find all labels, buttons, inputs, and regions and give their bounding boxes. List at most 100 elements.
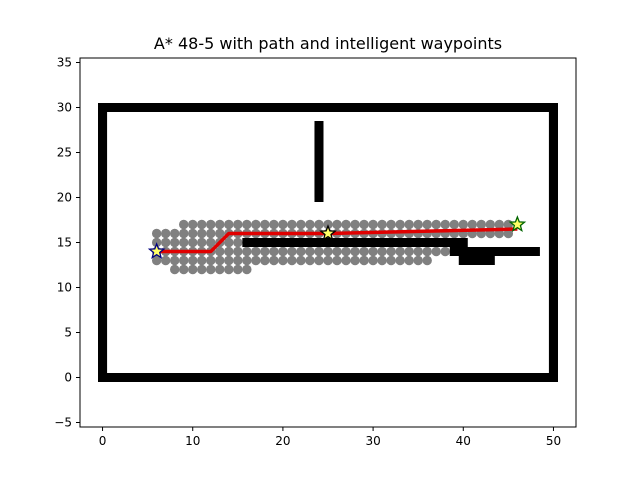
explored-node <box>160 237 171 248</box>
obstacle-cell <box>179 373 189 382</box>
obstacle-cell <box>512 373 522 382</box>
obstacle-cell <box>264 103 274 112</box>
explored-node <box>341 255 351 266</box>
explored-node <box>169 255 180 266</box>
explored-node <box>188 228 198 239</box>
obstacle-cell <box>481 373 491 382</box>
y-tick-label: 5 <box>64 326 72 340</box>
explored-node <box>151 255 162 266</box>
obstacle-cell <box>526 103 536 112</box>
explored-node <box>368 246 378 257</box>
x-tick-label: 20 <box>275 434 290 448</box>
obstacle-cell <box>255 103 265 112</box>
obstacle-cell <box>242 103 252 112</box>
obstacle-cell <box>156 373 166 382</box>
obstacle-cell <box>269 103 279 112</box>
explored-node <box>215 255 225 266</box>
obstacle-cell <box>278 238 288 247</box>
obstacle-cell <box>382 103 392 112</box>
obstacle-cell <box>539 373 549 382</box>
obstacle-cell <box>269 373 279 382</box>
obstacle-cell <box>472 103 482 112</box>
obstacle-cell <box>215 373 225 382</box>
obstacle-cell <box>291 373 301 382</box>
explored-node <box>169 228 180 239</box>
obstacle-cell <box>535 373 545 382</box>
explored-node <box>260 246 270 257</box>
plot-area <box>98 103 558 382</box>
explored-node <box>296 219 306 230</box>
explored-node <box>323 255 333 266</box>
explored-node <box>386 255 396 266</box>
path-line <box>156 227 518 254</box>
explored-node <box>242 255 252 266</box>
obstacle-cell <box>309 238 319 247</box>
obstacle-cell <box>494 373 504 382</box>
obstacle-cell <box>427 103 437 112</box>
obstacle-cell <box>197 103 207 112</box>
obstacle-cell <box>427 238 437 247</box>
explored-node <box>269 219 279 230</box>
obstacle-cell <box>341 238 351 247</box>
obstacle-cell <box>494 103 504 112</box>
obstacle-cell <box>445 103 455 112</box>
obstacle-cell <box>391 103 401 112</box>
obstacle-cell <box>454 247 464 256</box>
obstacle-cell <box>467 373 477 382</box>
obstacle-cell <box>355 103 365 112</box>
obstacle-cell <box>246 373 256 382</box>
explored-node <box>359 219 369 230</box>
obstacle-cell <box>219 103 229 112</box>
obstacle-cell <box>445 238 455 247</box>
y-tick-label: 30 <box>57 101 72 115</box>
obstacle-cell <box>535 103 545 112</box>
chart-title: A* 48-5 with path and intelligent waypoi… <box>154 34 502 53</box>
obstacle-cell <box>346 103 356 112</box>
explored-node <box>305 219 315 230</box>
explored-node <box>332 219 342 230</box>
obstacle-cell <box>386 373 396 382</box>
obstacle-cell <box>508 373 518 382</box>
obstacle-cell <box>309 103 319 112</box>
x-tick-label: 10 <box>185 434 200 448</box>
obstacle-cell <box>431 238 441 247</box>
explored-node <box>440 246 450 257</box>
obstacle-cell <box>188 373 198 382</box>
obstacle-cell <box>125 103 135 112</box>
obstacle-cell <box>454 103 464 112</box>
obstacle-cell <box>287 373 297 382</box>
obstacle-cell <box>120 373 130 382</box>
obstacle-cell <box>346 238 356 247</box>
explored-node <box>215 228 225 239</box>
obstacle-cell <box>508 103 518 112</box>
obstacle-cell <box>476 373 486 382</box>
obstacle-cell <box>138 103 148 112</box>
obstacle-cell <box>436 373 446 382</box>
obstacle-cell <box>517 103 527 112</box>
obstacle-cell <box>377 238 387 247</box>
obstacle-cell <box>161 103 171 112</box>
obstacle-cell <box>382 373 392 382</box>
explored-node <box>251 219 261 230</box>
explored-node <box>377 219 387 230</box>
obstacle-cell <box>368 103 378 112</box>
obstacle-cell <box>517 373 527 382</box>
obstacle-cell <box>323 373 333 382</box>
obstacle-cell <box>359 238 369 247</box>
obstacle-cell <box>170 103 180 112</box>
obstacle-cell <box>485 373 495 382</box>
explored-node <box>233 219 243 230</box>
obstacle-cell <box>445 373 455 382</box>
obstacles <box>98 103 558 382</box>
explored-node <box>169 237 180 248</box>
explored-node <box>395 219 405 230</box>
obstacle-cell <box>120 103 130 112</box>
obstacle-cell <box>147 373 157 382</box>
explored-node <box>206 228 216 239</box>
obstacle-cell <box>404 373 414 382</box>
obstacle-cell <box>350 373 360 382</box>
explored-node <box>440 219 450 230</box>
obstacle-cell <box>116 373 126 382</box>
obstacle-cell <box>440 373 450 382</box>
